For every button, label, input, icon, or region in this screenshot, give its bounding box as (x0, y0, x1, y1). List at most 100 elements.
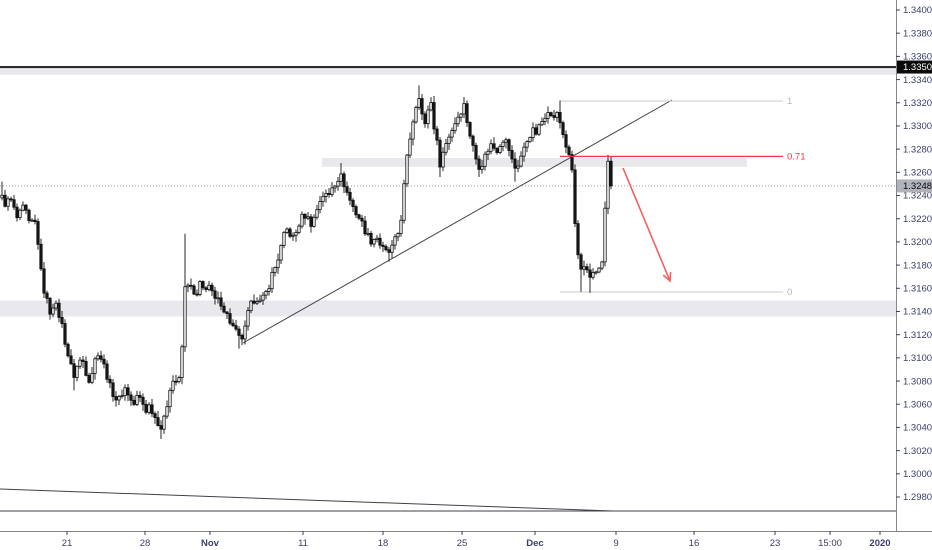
fib-level-label: 0.71 (787, 151, 806, 162)
price-tick-label: 1.32400 (903, 191, 932, 202)
candle-body (393, 236, 397, 246)
candle-body (162, 415, 166, 430)
price-tick-label: 1.30800 (903, 376, 932, 387)
candle-body (36, 221, 40, 245)
projection-arrow[interactable] (622, 167, 672, 283)
candle-body (327, 193, 331, 195)
candle-body (0, 194, 4, 199)
rising-trendline[interactable] (242, 99, 673, 344)
candle-body (129, 394, 133, 401)
candle-body (549, 112, 553, 116)
candle-body (156, 417, 160, 426)
candle-body (501, 141, 505, 147)
candle-body (261, 294, 265, 301)
candle-body (12, 199, 16, 208)
arrow-shaft (622, 167, 671, 282)
candle-body (291, 234, 295, 237)
candle-body (453, 123, 457, 132)
candle-body (168, 389, 172, 408)
candle-body (126, 387, 130, 396)
candle-body (258, 299, 262, 302)
candle-body (9, 198, 13, 201)
candle-body (573, 169, 577, 224)
candle-body (465, 103, 469, 123)
last-price-badge-text: 1.32483 (903, 181, 932, 192)
candle-body (492, 143, 496, 149)
candle-body (222, 305, 226, 313)
candle-body (390, 244, 394, 253)
candle-body (498, 145, 502, 153)
candle-body (378, 237, 382, 246)
resistance-zone-top[interactable] (0, 68, 896, 75)
candle-body (534, 127, 538, 135)
candle-body (105, 363, 109, 380)
candle-body (531, 127, 535, 138)
candle-body (249, 300, 253, 312)
candle-body (336, 180, 340, 187)
candle-body (384, 246, 388, 251)
candle-body (357, 214, 361, 219)
candle-body (180, 346, 184, 378)
candle-body (51, 307, 55, 315)
candle-body (234, 325, 238, 330)
level-price-badge-text: 1.33500 (903, 62, 932, 73)
candle-body (282, 231, 286, 246)
candle-body (369, 232, 373, 245)
candle-body (39, 243, 43, 270)
candle-body (381, 244, 385, 247)
candle-body (471, 135, 475, 146)
candle-body (360, 217, 364, 222)
candle-body (432, 102, 436, 130)
candle-body (294, 231, 298, 236)
price-axis[interactable]: 1.34000 1.33800 1.33600 1.33400 1.33200 1.330… (896, 5, 932, 503)
time-axis[interactable]: 21 28 Nov 11 18 25 Dec 9 16 23 15:00 2020 (62, 531, 891, 549)
candle-body (537, 124, 541, 135)
price-tick-label: 1.33400 (903, 75, 932, 86)
price-tick-label: 1.33600 (903, 52, 932, 63)
candle-body (546, 112, 550, 119)
candle-body (342, 173, 346, 188)
candle-body (225, 311, 229, 314)
candle-body (75, 365, 79, 378)
candle-body (396, 233, 400, 238)
candle-body (606, 160, 610, 209)
candle-body (477, 158, 481, 170)
candle-body (582, 266, 586, 270)
price-tick-label: 1.33200 (903, 98, 932, 109)
candle-body (489, 143, 493, 152)
time-tick-label: 9 (613, 538, 618, 549)
candle-body (411, 121, 415, 140)
demand-zone[interactable] (0, 300, 896, 317)
candle-body (288, 228, 292, 237)
candle-body (405, 154, 409, 185)
candle-body (186, 284, 190, 288)
price-tick-label: 1.33800 (903, 28, 932, 39)
candle-body (108, 378, 112, 384)
candle-body (165, 406, 169, 417)
supply-zone[interactable] (322, 157, 747, 167)
candle-body (198, 281, 202, 295)
candle-body (90, 373, 94, 383)
candle-body (447, 136, 451, 144)
candle-body (27, 209, 31, 221)
candle-body (273, 267, 277, 273)
candle-body (543, 117, 547, 122)
candle-body (306, 216, 310, 219)
candle-body (111, 382, 115, 397)
candle-body (213, 290, 217, 299)
arrow-head (662, 272, 672, 283)
falling-trendline-bottom[interactable] (0, 488, 614, 512)
candle-body (438, 139, 442, 168)
candle-body (138, 395, 142, 398)
candle-body (204, 287, 208, 290)
candle-body (30, 219, 34, 222)
candle-body (408, 138, 412, 156)
candle-body (177, 377, 181, 383)
candle-body (174, 380, 178, 383)
candle-body (315, 209, 319, 218)
candle-body (252, 300, 256, 304)
candle-body (417, 98, 421, 108)
candle-body (351, 199, 355, 208)
candle-body (189, 284, 193, 287)
